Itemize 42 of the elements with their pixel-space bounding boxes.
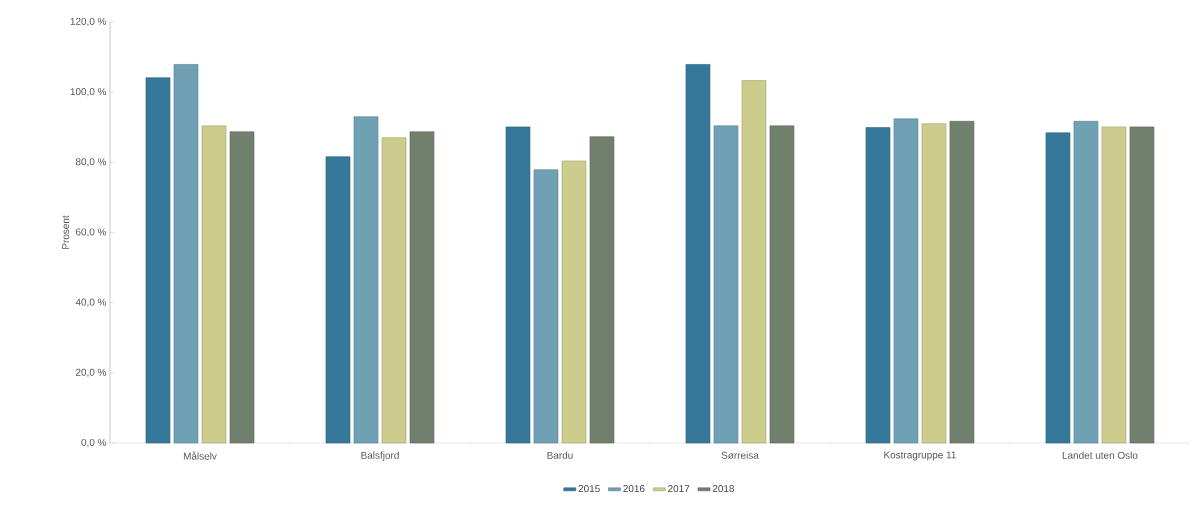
bar (1101, 126, 1127, 444)
bar (589, 136, 615, 444)
bar (685, 64, 711, 444)
x-tick-label: Balsfjord (361, 451, 399, 461)
y-tick-label: 120,0 % (70, 17, 107, 27)
bar (921, 123, 947, 444)
bar (325, 156, 351, 444)
y-tick-label: 0,0 % (81, 438, 107, 448)
y-tick-label: 40,0 % (75, 298, 107, 307)
legend-label: 2016 (623, 485, 645, 493)
y-tick-label: 20,0 % (75, 368, 107, 377)
bar (713, 125, 739, 444)
bar (381, 137, 407, 444)
bar (1073, 120, 1099, 444)
x-tick-label: Bardu (547, 451, 573, 459)
bar (893, 118, 919, 444)
bar (949, 120, 975, 444)
legend-label: 2015 (578, 485, 600, 493)
bar (201, 125, 227, 444)
bar (741, 80, 767, 444)
bar (505, 126, 531, 444)
bar (229, 131, 255, 444)
bar (353, 116, 379, 444)
bar (1129, 126, 1155, 444)
x-tick-label: Sørreisa (721, 451, 759, 459)
bar (145, 77, 171, 444)
bar (533, 169, 559, 444)
bar (769, 125, 795, 444)
y-axis-title: Prosent (62, 215, 70, 249)
y-tick-label: 60,0 % (75, 228, 107, 237)
x-tick-label: Landet uten Oslo (1062, 451, 1138, 459)
x-tick-label: Målselv (183, 451, 217, 460)
legend-label: 2018 (712, 485, 735, 493)
legend-label: 2017 (668, 485, 690, 493)
bar (1045, 132, 1071, 444)
bar (561, 160, 587, 444)
y-tick-label: 100,0 % (70, 88, 107, 97)
bar (865, 127, 891, 444)
bar (409, 131, 435, 444)
y-tick-label: 80,0 % (75, 158, 107, 167)
x-tick-label: Kostragruppe 11 (884, 451, 956, 461)
bar (173, 64, 199, 444)
